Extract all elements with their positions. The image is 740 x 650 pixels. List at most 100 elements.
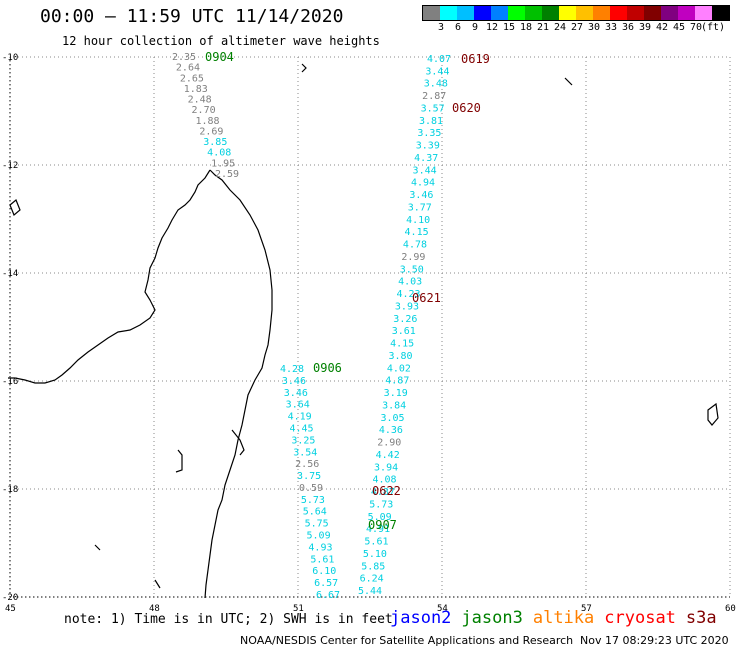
satellite-legend-item: altika: [532, 608, 595, 628]
colorbar-swatch: [508, 6, 525, 20]
wave-height-value: 4.87: [385, 376, 409, 387]
wave-height-value: 3.81: [419, 116, 443, 127]
colorbar-label: 30: [587, 22, 601, 33]
colorbar-swatch: [712, 6, 729, 20]
colorbar-label: 70: [689, 22, 703, 33]
colorbar-swatch: [440, 6, 457, 20]
colorbar-swatch: [474, 6, 491, 20]
colorbar-label: 9: [471, 22, 479, 33]
wave-height-value: 3.19: [384, 388, 408, 399]
wave-height-value: 4.23: [397, 289, 421, 300]
colorbar-label: 33: [604, 22, 618, 33]
longitude-label: 54: [437, 604, 448, 614]
wave-height-value: 3.75: [297, 471, 321, 482]
wave-height-value: 4.93: [308, 542, 332, 553]
wave-height-value: 3.84: [382, 400, 406, 411]
colorbar-swatch: [695, 6, 712, 20]
credit-line: NOAA/NESDIS Center for Satellite Applica…: [240, 634, 574, 647]
colorbar-swatch: [457, 6, 474, 20]
wave-height-value: 3.93: [395, 301, 419, 312]
latitude-label: -10: [2, 53, 18, 63]
wave-height-value: 3.44: [425, 66, 449, 77]
wave-height-value: 3.46: [284, 388, 308, 399]
wave-height-value: 4.45: [289, 423, 313, 434]
latitude-label: -18: [2, 485, 18, 495]
small-island-3: [707, 402, 719, 426]
satellite-legend-item: jason3: [461, 608, 523, 628]
wave-height-value: 3.44: [413, 165, 437, 176]
latitude-label: -12: [2, 161, 18, 171]
wave-height-value: 5.64: [303, 507, 327, 518]
footer-note: note: 1) Time is in UTC; 2) SWH is in fe…: [64, 612, 393, 627]
wave-height-value: 5.44: [358, 586, 382, 597]
wave-height-value: 5.61: [364, 537, 388, 548]
wave-height-value: 4.02: [387, 363, 411, 374]
wave-height-value: 5.75: [305, 519, 329, 530]
wave-height-value: 6.57: [314, 578, 338, 589]
colorbar-swatch: [559, 6, 576, 20]
wave-height-value: 5.10: [363, 549, 387, 560]
colorbar-swatch: [593, 6, 610, 20]
wave-height-value: 4.15: [390, 339, 414, 350]
wave-track-a: 2.352.642.651.832.482.701.882.693.854.08…: [172, 52, 239, 180]
wave-height-value: 6.24: [360, 574, 384, 585]
wave-height-value: 2.35: [172, 52, 196, 63]
colorbar-label: 18: [519, 22, 533, 33]
wave-height-value: 5.09: [368, 512, 392, 523]
small-island-2: [564, 77, 573, 86]
colorbar-swatch: [576, 6, 593, 20]
wave-height-value: 3.50: [400, 264, 424, 275]
wave-height-value: 3.39: [416, 141, 440, 152]
pass-time-label: 0904: [205, 50, 234, 64]
wave-height-value: 2.70: [192, 105, 216, 116]
generation-timestamp: Nov 17 08:29:23 UTC 2020: [580, 634, 729, 647]
colorbar-swatch: [678, 6, 695, 20]
wave-height-value: 5.73: [369, 499, 393, 510]
wave-height-value: 4.08: [372, 475, 396, 486]
colorbar-label: 24: [553, 22, 567, 33]
colorbar-label: 27: [570, 22, 584, 33]
wave-height-value: 4.78: [403, 240, 427, 251]
wave-height-value: 4.28: [280, 364, 304, 375]
wave-height-value: 4.07: [427, 54, 451, 65]
wave-height-value: 3.57: [421, 103, 445, 114]
wave-height-value: 5.61: [310, 554, 334, 565]
wave-height-value: 4.19: [288, 412, 312, 423]
wave-height-value: 3.61: [392, 326, 416, 337]
longitude-label: 51: [293, 604, 304, 614]
wave-height-value: 2.90: [377, 438, 401, 449]
wave-height-value: 5.73: [301, 495, 325, 506]
wave-height-value: 4.15: [405, 227, 429, 238]
map-subtitle: 12 hour collection of altimeter wave hei…: [62, 34, 380, 48]
wave-height-value: 4.08: [207, 148, 231, 159]
wave-track-b: 4.073.443.482.873.573.813.353.394.373.44…: [358, 54, 451, 597]
wave-height-value: 1.95: [211, 158, 235, 169]
wave-height-value: 2.69: [199, 126, 223, 137]
colorbar-swatch: [525, 6, 542, 20]
longitude-label: 48: [149, 604, 160, 614]
pass-time-label: 0621: [412, 291, 441, 305]
colorbar-label: (ft): [700, 22, 726, 33]
colorbar-swatch: [644, 6, 661, 20]
colorbar: [422, 5, 730, 21]
wave-height-value: 5.09: [307, 531, 331, 542]
wave-height-value: 3.25: [291, 435, 315, 446]
wave-height-value: 3.46: [282, 376, 306, 387]
pass-time-label: 0619: [461, 52, 490, 66]
wave-height-value: 3.46: [409, 190, 433, 201]
pass-time-label: 0906: [313, 361, 342, 375]
pass-time-label: 0907: [368, 518, 397, 532]
longitude-label: 45: [5, 604, 16, 614]
colorbar-label: 15: [502, 22, 516, 33]
longitude-label: 57: [581, 604, 592, 614]
wave-height-value: 4.94: [411, 178, 435, 189]
wave-height-value: 2.99: [401, 252, 425, 263]
satellite-legend-item: s3a: [685, 608, 717, 628]
coastline: [8, 63, 719, 599]
colorbar-label: 3: [437, 22, 445, 33]
wave-height-value: 3.26: [393, 314, 417, 325]
wave-height-value: 2.56: [295, 459, 319, 470]
colorbar-label: 36: [621, 22, 635, 33]
colorbar-swatch: [661, 6, 678, 20]
